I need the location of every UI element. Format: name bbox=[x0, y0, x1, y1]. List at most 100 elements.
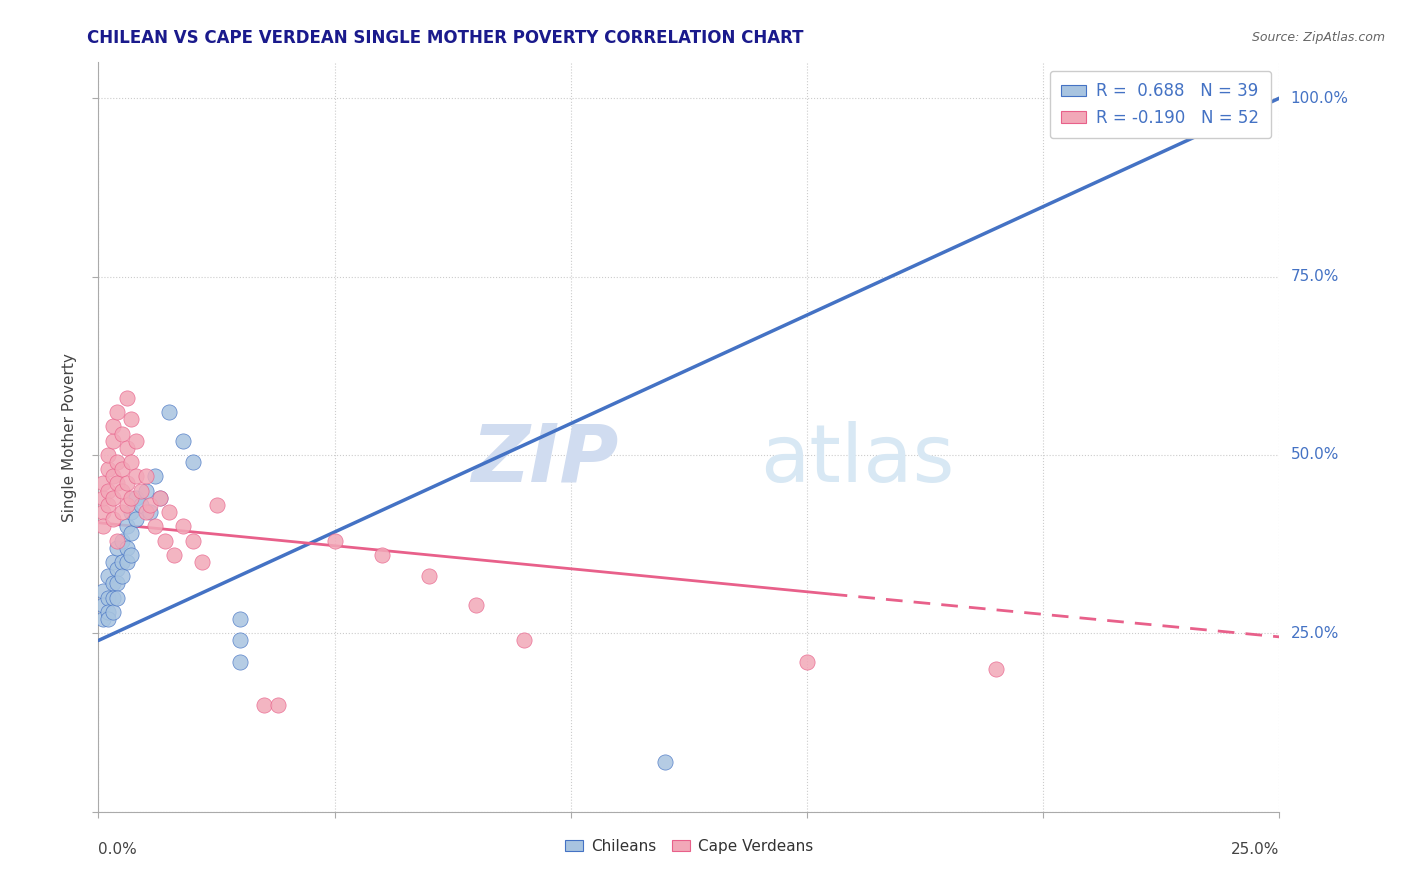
Point bbox=[97, 605, 120, 619]
Point bbox=[135, 469, 157, 483]
Point bbox=[115, 498, 138, 512]
Point bbox=[111, 426, 134, 441]
Text: atlas: atlas bbox=[759, 420, 955, 499]
Point bbox=[371, 548, 394, 562]
Point bbox=[191, 555, 214, 569]
Point bbox=[97, 569, 120, 583]
Point bbox=[101, 491, 124, 505]
Point bbox=[125, 491, 148, 505]
Point bbox=[163, 548, 186, 562]
Point bbox=[101, 591, 124, 605]
Text: ZIP: ZIP bbox=[471, 420, 619, 499]
Point bbox=[91, 491, 114, 505]
Point bbox=[172, 434, 194, 448]
Point bbox=[111, 569, 134, 583]
Point bbox=[121, 505, 143, 519]
Point bbox=[105, 405, 128, 419]
Point bbox=[105, 591, 128, 605]
Point bbox=[97, 591, 120, 605]
Point bbox=[101, 469, 124, 483]
Point bbox=[229, 612, 252, 626]
Text: 25.0%: 25.0% bbox=[1291, 626, 1339, 640]
Point bbox=[101, 419, 124, 434]
Point bbox=[121, 548, 143, 562]
Point bbox=[157, 505, 180, 519]
Point bbox=[111, 462, 134, 476]
Point bbox=[105, 576, 128, 591]
Point bbox=[121, 526, 143, 541]
Point bbox=[121, 491, 143, 505]
Point bbox=[139, 498, 162, 512]
Point bbox=[125, 512, 148, 526]
Point bbox=[105, 541, 128, 555]
Point bbox=[97, 462, 120, 476]
Point bbox=[143, 469, 166, 483]
Point bbox=[115, 391, 138, 405]
Point bbox=[157, 405, 180, 419]
Point bbox=[115, 441, 138, 455]
Point bbox=[101, 605, 124, 619]
Point bbox=[97, 448, 120, 462]
Point bbox=[149, 491, 172, 505]
Point bbox=[149, 491, 172, 505]
Point bbox=[111, 555, 134, 569]
Point bbox=[796, 655, 818, 669]
Point bbox=[181, 455, 204, 469]
Point bbox=[115, 541, 138, 555]
Point bbox=[101, 512, 124, 526]
Point bbox=[229, 655, 252, 669]
Point bbox=[97, 612, 120, 626]
Point bbox=[111, 533, 134, 548]
Point bbox=[267, 698, 290, 712]
Point bbox=[253, 698, 276, 712]
Point bbox=[105, 455, 128, 469]
Point bbox=[135, 505, 157, 519]
Point bbox=[465, 598, 488, 612]
Point bbox=[101, 434, 124, 448]
Point bbox=[121, 412, 143, 426]
Point bbox=[323, 533, 346, 548]
Text: 25.0%: 25.0% bbox=[1232, 842, 1279, 857]
Point bbox=[111, 505, 134, 519]
Point bbox=[125, 469, 148, 483]
Text: 50.0%: 50.0% bbox=[1291, 448, 1339, 462]
Point bbox=[1126, 91, 1149, 105]
Text: 100.0%: 100.0% bbox=[1291, 91, 1348, 105]
Point bbox=[91, 505, 114, 519]
Point bbox=[91, 612, 114, 626]
Text: 75.0%: 75.0% bbox=[1291, 269, 1339, 284]
Point bbox=[984, 662, 1007, 676]
Point bbox=[654, 755, 676, 769]
Point bbox=[105, 476, 128, 491]
Point bbox=[172, 519, 194, 533]
Text: Source: ZipAtlas.com: Source: ZipAtlas.com bbox=[1251, 31, 1385, 45]
Point bbox=[153, 533, 176, 548]
Point bbox=[135, 483, 157, 498]
Point bbox=[205, 498, 228, 512]
Point bbox=[129, 498, 152, 512]
Point bbox=[121, 455, 143, 469]
Point bbox=[129, 483, 152, 498]
Legend: Chileans, Cape Verdeans: Chileans, Cape Verdeans bbox=[560, 833, 818, 860]
Point bbox=[97, 483, 120, 498]
Point bbox=[181, 533, 204, 548]
Point bbox=[143, 519, 166, 533]
Y-axis label: Single Mother Poverty: Single Mother Poverty bbox=[62, 352, 77, 522]
Point bbox=[105, 533, 128, 548]
Point bbox=[91, 519, 114, 533]
Point bbox=[91, 598, 114, 612]
Point bbox=[105, 562, 128, 576]
Point bbox=[115, 555, 138, 569]
Point bbox=[115, 519, 138, 533]
Point bbox=[111, 483, 134, 498]
Text: 0.0%: 0.0% bbox=[98, 842, 138, 857]
Point bbox=[229, 633, 252, 648]
Point bbox=[91, 476, 114, 491]
Point bbox=[97, 498, 120, 512]
Point bbox=[512, 633, 534, 648]
Point bbox=[115, 476, 138, 491]
Point bbox=[101, 576, 124, 591]
Point bbox=[91, 583, 114, 598]
Point bbox=[139, 505, 162, 519]
Text: CHILEAN VS CAPE VERDEAN SINGLE MOTHER POVERTY CORRELATION CHART: CHILEAN VS CAPE VERDEAN SINGLE MOTHER PO… bbox=[87, 29, 803, 47]
